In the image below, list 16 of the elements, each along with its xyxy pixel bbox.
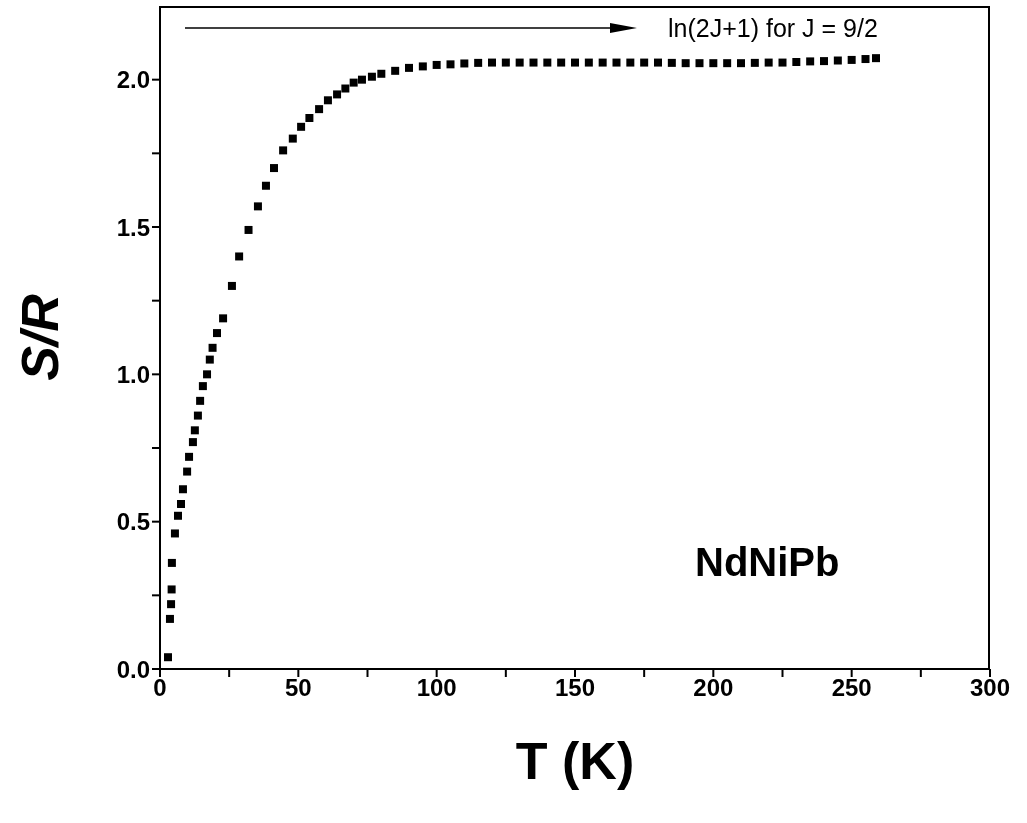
x-tick-label: 250 [831,674,872,702]
y-tick-label: 1.0 [116,360,150,388]
y-tick-label: 2.0 [116,66,150,94]
y-tick-label: 1.5 [116,213,150,241]
x-axis-title: T (K) [515,732,635,790]
y-tick-label: 0.5 [116,508,150,536]
x-tick-label: 300 [969,674,1011,702]
x-tick-label: 100 [416,674,457,702]
y-axis-title: S/R [11,293,70,381]
x-tick-label: 150 [554,674,596,702]
annotation: ln(2J+1) for J = 9/2 [668,14,878,43]
annotation: NdNiPb [695,540,840,585]
x-tick-label: 0 [153,674,167,702]
x-tick-label: 50 [284,674,312,702]
x-tick-label: 200 [693,674,734,702]
text: 0.0 [116,655,150,683]
